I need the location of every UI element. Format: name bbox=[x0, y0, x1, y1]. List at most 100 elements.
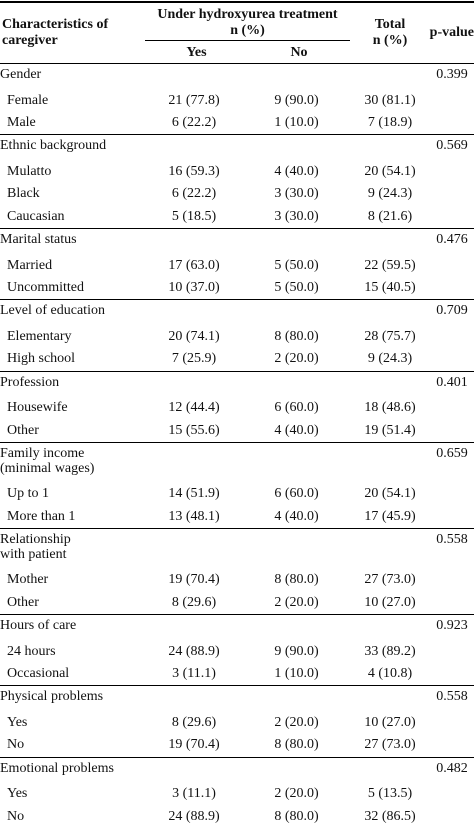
header-total-unit: n (%) bbox=[372, 33, 408, 48]
no-count-cell: 9 (90.0) bbox=[274, 643, 319, 659]
header-characteristics-text: Characteristics of caregiver bbox=[2, 17, 109, 48]
total-count-cell: 10 (27.0) bbox=[364, 714, 416, 730]
table-row: Male 6 (22.2) 1 (10.0) 7 (18.9) bbox=[0, 112, 474, 135]
p-value-cell: 0.923 bbox=[430, 613, 474, 641]
top-rule bbox=[0, 1, 474, 3]
no-count-cell: 4 (40.0) bbox=[274, 508, 319, 524]
total-count-cell: 19 (51.4) bbox=[364, 422, 416, 438]
no-count-cell: 8 (80.0) bbox=[274, 572, 319, 588]
yes-count-cell: 3 (11.1) bbox=[172, 666, 216, 682]
yes-count-cell: 8 (29.6) bbox=[171, 594, 217, 610]
total-count-cell: 5 (13.5) bbox=[367, 786, 413, 802]
empty-cell bbox=[243, 228, 350, 255]
group-row: Emotional problems 0.482 bbox=[0, 756, 474, 783]
empty-cell bbox=[430, 326, 474, 349]
total-count-cell: 4 (10.8) bbox=[367, 666, 413, 682]
table-row: Yes 8 (29.6) 2 (20.0) 10 (27.0) bbox=[0, 712, 474, 735]
no-count-cell: 6 (60.0) bbox=[274, 400, 319, 416]
group-label: Ethnic background bbox=[0, 134, 145, 161]
yes-count-cell: 24 (88.9) bbox=[168, 808, 220, 824]
empty-cell bbox=[145, 64, 243, 89]
category-label-cell: More than 1 bbox=[7, 508, 76, 524]
group-label: Gender bbox=[0, 64, 145, 89]
p-value-cell: 0.482 bbox=[430, 756, 474, 783]
group-label-line: Physical problems bbox=[0, 689, 104, 705]
p-value-cell: 0.569 bbox=[430, 134, 474, 161]
total-count-cell: 20 (54.1) bbox=[364, 486, 416, 502]
table-row: Occasional 3 (11.1) 1 (10.0) 4 (10.8) bbox=[0, 663, 474, 686]
yes-count-cell: 15 (55.6) bbox=[168, 422, 220, 438]
category-label-cell: Black bbox=[7, 186, 40, 202]
no-count-cell: 2 (20.0) bbox=[274, 351, 319, 367]
category-label-cell: Mulatto bbox=[7, 163, 52, 179]
yes-count-cell: 20 (74.1) bbox=[168, 328, 220, 344]
total-count-cell: 7 (18.9) bbox=[367, 115, 413, 131]
empty-cell bbox=[243, 613, 350, 641]
yes-count-cell: 19 (70.4) bbox=[168, 737, 220, 753]
header-total: Total n (%) bbox=[350, 17, 430, 49]
group-label: Physical problems bbox=[0, 685, 145, 712]
group-label: Profession bbox=[0, 370, 145, 397]
empty-cell bbox=[350, 64, 430, 89]
p-value-cell: 0.558 bbox=[430, 527, 474, 569]
total-count-cell: 9 (24.3) bbox=[367, 186, 413, 202]
table-row: Housewife 12 (44.4) 6 (60.0) 18 (48.6) bbox=[0, 397, 474, 420]
empty-cell bbox=[430, 712, 474, 735]
table-row: Other 8 (29.6) 2 (20.0) 10 (27.0) bbox=[0, 591, 474, 614]
category-label-cell: Other bbox=[7, 594, 39, 610]
no-count-cell: 8 (80.0) bbox=[274, 808, 319, 824]
yes-count-cell: 13 (48.1) bbox=[168, 508, 220, 524]
header-subrule bbox=[145, 40, 350, 41]
no-count-cell: 3 (30.0) bbox=[274, 186, 319, 202]
group-label-line: Profession bbox=[0, 374, 60, 390]
header-no: No bbox=[290, 45, 308, 60]
table-row: Black 6 (22.2) 3 (30.0) 9 (24.3) bbox=[0, 183, 474, 206]
table-body: Gender 0.399 Female 21 (77.8) 9 (90.0) 30 (81… bbox=[0, 64, 474, 828]
header-bottom-rule bbox=[0, 63, 474, 64]
header-total-title: Total bbox=[374, 17, 406, 32]
table-row: Female 21 (77.8) 9 (90.0) 30 (81.1) bbox=[0, 89, 474, 112]
empty-cell bbox=[243, 64, 350, 89]
no-count-cell: 2 (20.0) bbox=[274, 594, 319, 610]
header-characteristics: Characteristics of caregiver bbox=[2, 17, 142, 49]
group-row: Marital status 0.476 bbox=[0, 228, 474, 255]
table-row: Other 15 (55.6) 4 (40.0) 19 (51.4) bbox=[0, 419, 474, 442]
yes-count-cell: 16 (59.3) bbox=[168, 163, 220, 179]
empty-cell bbox=[430, 348, 474, 371]
yes-count-cell: 3 (11.1) bbox=[172, 786, 216, 802]
header-pvalue: p-value bbox=[429, 25, 474, 40]
empty-cell bbox=[243, 527, 350, 569]
empty-cell bbox=[430, 640, 474, 663]
yes-count-cell: 6 (22.2) bbox=[171, 115, 217, 131]
total-count-cell: 27 (73.0) bbox=[364, 737, 416, 753]
empty-cell bbox=[145, 370, 243, 397]
empty-cell bbox=[430, 254, 474, 277]
group-row: Level of education 0.709 bbox=[0, 299, 474, 326]
no-count-cell: 4 (40.0) bbox=[274, 422, 319, 438]
yes-count-cell: 21 (77.8) bbox=[168, 92, 220, 108]
no-count-cell: 1 (10.0) bbox=[274, 115, 319, 131]
empty-cell bbox=[350, 299, 430, 326]
group-row: Hours of care 0.923 bbox=[0, 613, 474, 641]
category-label-cell: Elementary bbox=[7, 328, 72, 344]
empty-cell bbox=[430, 89, 474, 112]
no-count-cell: 1 (10.0) bbox=[274, 666, 319, 682]
empty-cell bbox=[430, 277, 474, 300]
empty-cell bbox=[243, 685, 350, 712]
no-count-cell: 6 (60.0) bbox=[274, 486, 319, 502]
p-value-cell: 0.399 bbox=[436, 67, 468, 82]
total-count-cell: 18 (48.6) bbox=[364, 400, 416, 416]
total-count-cell: 30 (81.1) bbox=[364, 92, 416, 108]
empty-cell bbox=[145, 228, 243, 255]
total-count-cell: 28 (75.7) bbox=[364, 328, 416, 344]
empty-cell bbox=[430, 161, 474, 184]
category-label-cell: Male bbox=[7, 115, 36, 131]
table-row: High school 7 (25.9) 2 (20.0) 9 (24.3) bbox=[0, 348, 474, 371]
yes-count-cell: 14 (51.9) bbox=[168, 486, 220, 502]
category-label-cell: Other bbox=[7, 422, 39, 438]
total-count-cell: 32 (86.5) bbox=[364, 808, 416, 824]
group-label-line: Emotional problems bbox=[0, 760, 114, 776]
yes-count-cell: 5 (18.5) bbox=[171, 208, 217, 224]
total-count-cell: 8 (21.6) bbox=[367, 208, 413, 224]
